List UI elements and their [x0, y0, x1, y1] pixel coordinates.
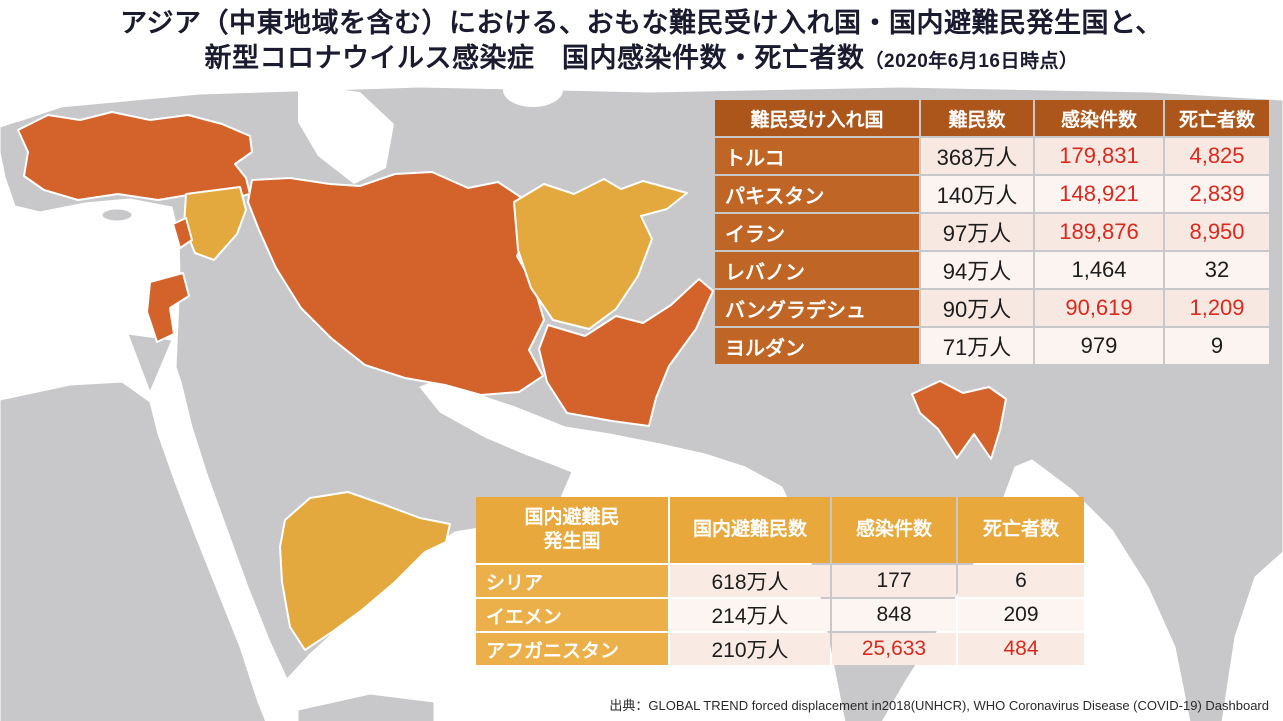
t2-header-country: 国内避難民 発生国 [476, 497, 668, 563]
t2-header-cases: 感染件数 [832, 497, 956, 563]
title-line2: 新型コロナウイルス感染症 国内感染件数・死亡者数（2020年6月16日時点） [0, 41, 1283, 76]
t1-row-cases: 179,831 [1035, 138, 1163, 174]
source-citation: 出典：GLOBAL TREND forced displacement in20… [609, 698, 1269, 713]
refugee-host-table: 難民受け入れ国 難民数 感染件数 死亡者数 トルコ 368万人 179,831 … [715, 100, 1269, 364]
sinai-peninsula [127, 333, 173, 394]
map-country-turkey [17, 111, 253, 201]
map-country-jordan [146, 272, 190, 343]
t1-header-country: 難民受け入れ国 [715, 100, 919, 136]
t2-row-country: イエメン [476, 599, 668, 631]
t2-row-country: シリア [476, 565, 668, 597]
aral-sea [503, 82, 563, 107]
t1-row-deaths: 1,209 [1165, 290, 1269, 326]
t2-row-deaths: 209 [958, 599, 1084, 631]
t1-row-deaths: 2,839 [1165, 176, 1269, 212]
map-country-iran [247, 171, 545, 396]
horn-of-africa [297, 693, 435, 721]
cyprus-island [101, 208, 133, 222]
t1-row-refugees: 94万人 [921, 252, 1033, 288]
t1-row-refugees: 71万人 [921, 328, 1033, 364]
t2-row-country: アフガニスタン [476, 633, 668, 665]
t2-row-idps: 210万人 [670, 633, 830, 665]
t1-row-refugees: 97万人 [921, 214, 1033, 250]
title-line2-main: 新型コロナウイルス感染症 国内感染件数・死亡者数 [204, 43, 865, 74]
t1-row-country: バングラデシュ [715, 290, 919, 326]
idp-origin-table: 国内避難民 発生国 国内避難民数 感染件数 死亡者数 シリア 618万人 177… [476, 497, 1084, 665]
t2-header-deaths: 死亡者数 [958, 497, 1084, 563]
t2-row-cases: 848 [832, 599, 956, 631]
map-country-afghanistan [513, 178, 688, 330]
t2-row-idps: 618万人 [670, 565, 830, 597]
title-line1: アジア（中東地域を含む）における、おもな難民受け入れ国・国内避難民発生国と、 [120, 8, 1163, 38]
black-sea [0, 82, 100, 122]
t1-row-deaths: 8,950 [1165, 214, 1269, 250]
t1-row-country: レバノン [715, 252, 919, 288]
t1-row-cases: 189,876 [1035, 214, 1163, 250]
africa-landmass [0, 381, 267, 721]
t2-row-deaths: 484 [958, 633, 1084, 665]
map-country-bangladesh [911, 380, 1007, 460]
t1-row-country: イラン [715, 214, 919, 250]
t1-row-country: パキスタン [715, 176, 919, 212]
map-country-pakistan [538, 278, 714, 427]
t1-row-deaths: 32 [1165, 252, 1269, 288]
t1-row-cases: 148,921 [1035, 176, 1163, 212]
t2-row-deaths: 6 [958, 565, 1084, 597]
title-date-note: （2020年6月16日時点） [864, 51, 1079, 73]
t1-row-refugees: 368万人 [921, 138, 1033, 174]
map-country-yemen [279, 491, 451, 651]
t2-row-cases: 25,633 [832, 633, 956, 665]
t1-header-cases: 感染件数 [1035, 100, 1163, 136]
t1-row-refugees: 140万人 [921, 176, 1033, 212]
t1-row-deaths: 4,825 [1165, 138, 1269, 174]
t1-row-refugees: 90万人 [921, 290, 1033, 326]
t1-header-deaths: 死亡者数 [1165, 100, 1269, 136]
t2-row-cases: 177 [832, 565, 956, 597]
t1-header-refugees: 難民数 [921, 100, 1033, 136]
t1-row-deaths: 9 [1165, 328, 1269, 364]
t2-row-idps: 214万人 [670, 599, 830, 631]
t2-header-idps: 国内避難民数 [670, 497, 830, 563]
map-country-lebanon [172, 217, 193, 249]
t1-row-cases: 90,619 [1035, 290, 1163, 326]
t1-row-country: ヨルダン [715, 328, 919, 364]
t1-row-country: トルコ [715, 138, 919, 174]
t1-row-cases: 1,464 [1035, 252, 1163, 288]
caspian-sea [298, 84, 394, 184]
page-title: アジア（中東地域を含む）における、おもな難民受け入れ国・国内避難民発生国と、 新… [0, 6, 1283, 76]
t1-row-cases: 979 [1035, 328, 1163, 364]
